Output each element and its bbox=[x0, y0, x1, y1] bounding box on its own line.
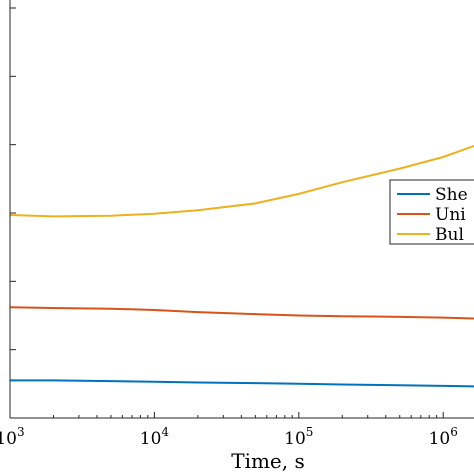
plot-area: 103104105106107 bbox=[0, 0, 474, 449]
x-tick-label: 106 bbox=[429, 425, 458, 449]
x-tick-label: 103 bbox=[0, 425, 25, 449]
x-tick-label: 104 bbox=[140, 425, 170, 449]
y-ticks bbox=[10, 7, 16, 419]
x-ticks: 103104105106107 bbox=[0, 412, 458, 449]
legend-label-she: She bbox=[435, 185, 468, 205]
legend-label-uni: Uni bbox=[435, 205, 466, 225]
x-tick-label: 105 bbox=[284, 425, 313, 449]
legend-label-bul: Bul bbox=[435, 225, 464, 245]
series-line-bul bbox=[9, 144, 474, 218]
series-line-uni bbox=[9, 306, 474, 320]
series-line-she bbox=[10, 379, 474, 388]
x-axis-label: Time, s bbox=[231, 449, 305, 473]
series-layer bbox=[9, 144, 474, 388]
